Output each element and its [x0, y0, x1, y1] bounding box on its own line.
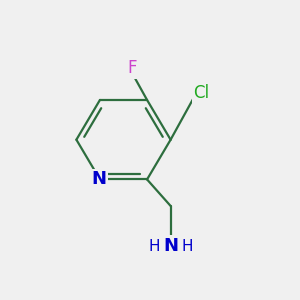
- Text: Cl: Cl: [194, 85, 210, 103]
- Text: N: N: [163, 237, 178, 255]
- Text: H: H: [149, 239, 160, 254]
- Text: F: F: [128, 59, 137, 77]
- Text: H: H: [181, 239, 193, 254]
- Text: N: N: [91, 170, 106, 188]
